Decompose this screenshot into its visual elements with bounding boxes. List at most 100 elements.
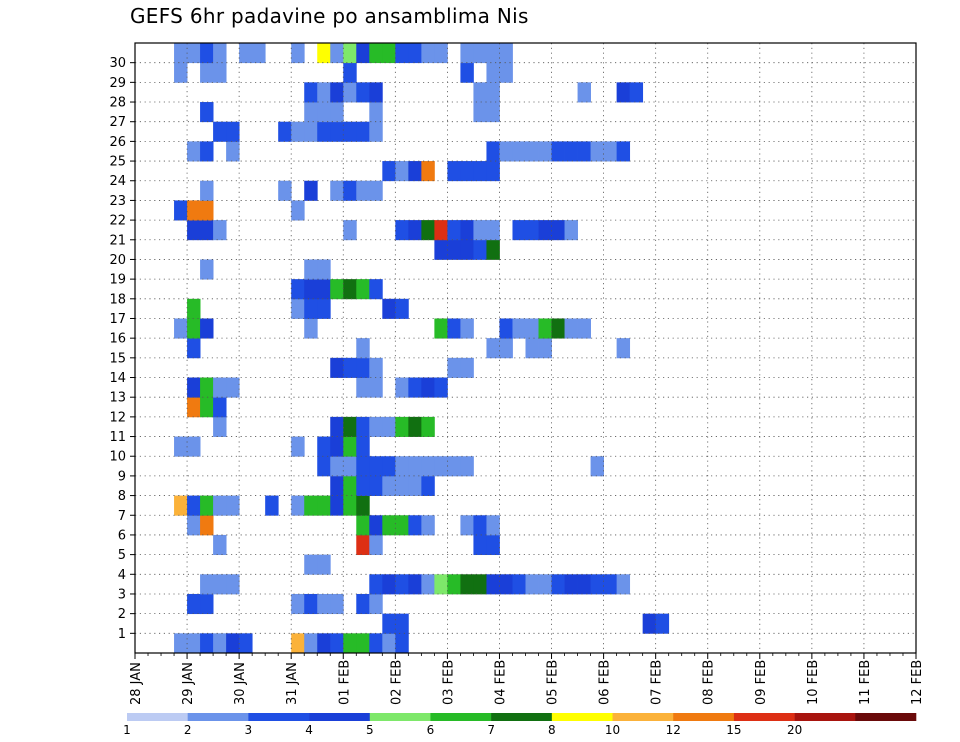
precip-cell [200, 495, 214, 516]
y-tick-label: 12 [109, 410, 126, 425]
legend-label: 7 [487, 723, 495, 737]
x-tick-label: 09 FEB [754, 660, 769, 705]
precip-cell [291, 298, 305, 319]
precip-cell [616, 574, 631, 595]
precip-cell [174, 495, 188, 516]
precip-cell [551, 220, 565, 241]
precip-cell [577, 318, 591, 339]
precip-cell [317, 82, 331, 103]
precip-cell [382, 416, 396, 437]
precip-cell [382, 475, 396, 496]
legend-label: 20 [787, 723, 802, 737]
precip-cell [187, 593, 201, 615]
precip-cell [187, 200, 201, 221]
precip-cell [343, 633, 357, 654]
precip-cell [538, 141, 552, 162]
precip-cell [343, 436, 357, 457]
precip-cell [590, 456, 604, 477]
precip-cell [343, 180, 357, 201]
precip-cell [356, 436, 370, 457]
x-tick-label: 11 FEB [858, 660, 873, 705]
precip-cell [460, 574, 474, 595]
y-tick-label: 2 [118, 607, 126, 622]
y-tick-label: 23 [109, 194, 126, 209]
precip-cell [408, 377, 422, 398]
precip-cell [330, 456, 344, 477]
precip-cell [408, 475, 422, 496]
precip-cell [421, 416, 435, 437]
precip-cell [356, 338, 370, 359]
precip-cell [473, 43, 487, 64]
precip-cell [174, 318, 188, 339]
precip-cell [213, 416, 227, 437]
precip-cell [486, 239, 500, 260]
precip-cell [369, 377, 383, 398]
precip-cell [486, 62, 500, 83]
precip-cell [395, 633, 409, 654]
precip-cell [291, 495, 305, 516]
precip-cell [460, 357, 474, 378]
x-tick-label: 03 FEB [441, 660, 456, 705]
precip-cell [330, 436, 344, 457]
precip-cell [382, 633, 396, 654]
y-tick-label: 15 [109, 351, 126, 366]
precip-cell [304, 102, 318, 123]
precip-cell [369, 121, 383, 142]
precip-cell [369, 515, 383, 536]
precip-cell [369, 593, 383, 615]
precip-cell [538, 574, 552, 595]
precip-cell [291, 633, 305, 654]
y-tick-label: 21 [109, 233, 126, 248]
precip-cell [187, 633, 201, 654]
precip-cell [343, 416, 357, 437]
precip-cell [421, 515, 435, 536]
precip-cell [525, 318, 539, 339]
y-tick-label: 16 [109, 332, 126, 347]
precip-cell [330, 495, 344, 516]
legend-label: 12 [666, 723, 681, 737]
precip-cell [174, 62, 188, 83]
precip-cell [447, 574, 461, 595]
y-tick-label: 20 [109, 253, 126, 268]
precip-cell [304, 259, 318, 280]
precip-cell [434, 377, 448, 398]
precip-cell [525, 338, 539, 359]
precip-cell [577, 82, 591, 103]
precip-cell [473, 574, 487, 595]
precip-cell [447, 357, 461, 378]
y-tick-label: 18 [109, 292, 126, 307]
y-tick-label: 9 [118, 469, 126, 484]
x-tick-label: 05 FEB [546, 660, 561, 705]
precip-cell [369, 456, 383, 477]
precip-cell [330, 633, 344, 654]
precip-cell [421, 43, 435, 64]
x-tick-label: 28 JAN [129, 662, 144, 705]
precip-cell [226, 633, 240, 654]
legend-label: 6 [427, 723, 435, 737]
precip-cell [213, 220, 227, 241]
precip-cell [317, 121, 331, 142]
y-tick-label: 10 [109, 450, 126, 465]
precip-cell [512, 574, 526, 595]
precip-cell [174, 436, 188, 457]
precip-cell [200, 180, 214, 201]
precip-cell [642, 613, 657, 634]
precip-cell [395, 475, 409, 496]
precip-cell [343, 82, 357, 103]
x-tick-label: 07 FEB [650, 660, 665, 705]
precip-cell [564, 220, 578, 241]
x-tick-label: 30 JAN [233, 662, 248, 705]
precip-cell [369, 102, 383, 123]
precip-cell [434, 43, 448, 64]
precip-cell [304, 495, 318, 516]
precip-cell [187, 515, 201, 536]
x-tick-label: 10 FEB [806, 660, 821, 705]
legend-label: 8 [548, 723, 556, 737]
precip-cell [304, 298, 318, 319]
precip-cell [460, 515, 474, 536]
precip-cell [187, 377, 201, 398]
precip-cell [330, 279, 344, 300]
precip-cell [408, 161, 422, 182]
color-legend: 1 2 3 4 5 6 7 8 10 12 15 20 [123, 713, 917, 737]
precip-cell [408, 515, 422, 536]
